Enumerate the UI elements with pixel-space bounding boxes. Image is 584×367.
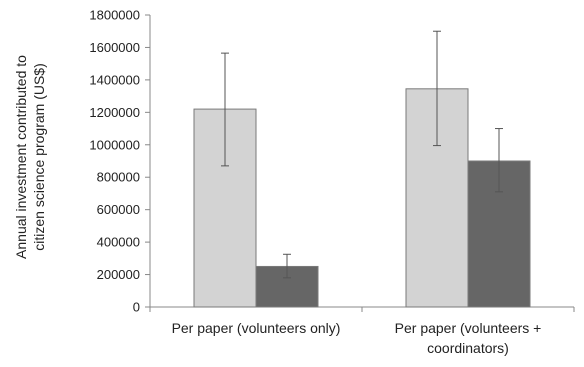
y-tick-label: 1000000 [89, 137, 140, 152]
y-tick-label: 800000 [97, 170, 140, 185]
y-tick-label: 0 [133, 300, 140, 315]
bars [194, 89, 530, 307]
category-labels: Per paper (volunteers only) Per paper (vo… [172, 320, 542, 356]
y-axis-tick-labels: 0 200000 400000 600000 800000 1000000 1200000 1… [89, 8, 140, 315]
y-tick-label: 1600000 [89, 40, 140, 55]
y-tick-label: 400000 [97, 235, 140, 250]
y-axis-title-line: Annual investment contributed to [13, 55, 29, 259]
y-tick-label: 1800000 [89, 8, 140, 23]
y-tick-label: 1400000 [89, 72, 140, 87]
y-axis-title: Annual investment contributed to citizen … [13, 55, 47, 259]
y-tick-label: 200000 [97, 267, 140, 282]
category-label: Per paper (volunteers only) [172, 320, 341, 336]
category-label: coordinators) [427, 340, 509, 356]
y-tick-label: 1200000 [89, 105, 140, 120]
category-label: Per paper (volunteers + [395, 320, 542, 336]
y-tick-label: 600000 [97, 202, 140, 217]
y-axis-title-line: citizen science program (US$) [31, 63, 47, 251]
